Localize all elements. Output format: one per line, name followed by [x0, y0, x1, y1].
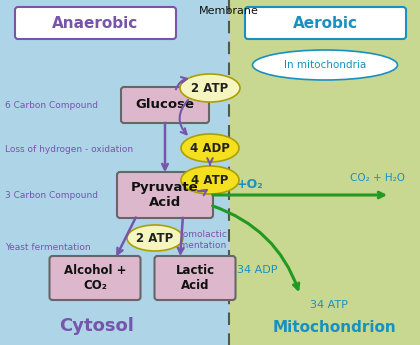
- FancyBboxPatch shape: [121, 87, 209, 123]
- Text: Cytosol: Cytosol: [59, 317, 134, 335]
- Text: Glucose: Glucose: [136, 99, 194, 111]
- FancyBboxPatch shape: [117, 172, 213, 218]
- Text: +O₂: +O₂: [237, 178, 263, 191]
- Ellipse shape: [181, 166, 239, 194]
- Text: Lactic
Acid: Lactic Acid: [176, 264, 215, 292]
- Bar: [229, 0, 420, 345]
- Ellipse shape: [127, 225, 183, 251]
- Text: Membrane: Membrane: [199, 6, 259, 16]
- FancyBboxPatch shape: [245, 7, 406, 39]
- Text: 2 ATP: 2 ATP: [136, 231, 173, 245]
- Text: In mitochondria: In mitochondria: [284, 60, 366, 70]
- Text: CO₂ + H₂O: CO₂ + H₂O: [350, 173, 405, 183]
- Ellipse shape: [180, 74, 240, 102]
- Text: Alcohol +
CO₂: Alcohol + CO₂: [64, 264, 126, 292]
- Text: 34 ATP: 34 ATP: [310, 300, 348, 310]
- Text: Homolactic
fermentation: Homolactic fermentation: [168, 230, 227, 250]
- Text: 34 ADP: 34 ADP: [237, 265, 277, 275]
- FancyBboxPatch shape: [15, 7, 176, 39]
- Text: Aerobic: Aerobic: [293, 16, 358, 30]
- FancyBboxPatch shape: [50, 256, 141, 300]
- Ellipse shape: [252, 50, 397, 80]
- Bar: [0, 0, 229, 345]
- Text: Anaerobic: Anaerobic: [52, 16, 139, 30]
- Text: 4 ATP: 4 ATP: [192, 174, 228, 187]
- FancyBboxPatch shape: [155, 256, 236, 300]
- Text: 2 ATP: 2 ATP: [192, 81, 228, 95]
- Text: Loss of hydrogen - oxidation: Loss of hydrogen - oxidation: [5, 146, 133, 155]
- Text: Yeast fermentation: Yeast fermentation: [5, 244, 91, 253]
- Text: 6 Carbon Compound: 6 Carbon Compound: [5, 100, 98, 109]
- Text: 4 ADP: 4 ADP: [190, 141, 230, 155]
- Ellipse shape: [181, 134, 239, 162]
- Text: Pyruvate
Acid: Pyruvate Acid: [131, 181, 199, 209]
- Text: Mitochondrion: Mitochondrion: [272, 320, 396, 335]
- Text: 3 Carbon Compound: 3 Carbon Compound: [5, 190, 98, 199]
